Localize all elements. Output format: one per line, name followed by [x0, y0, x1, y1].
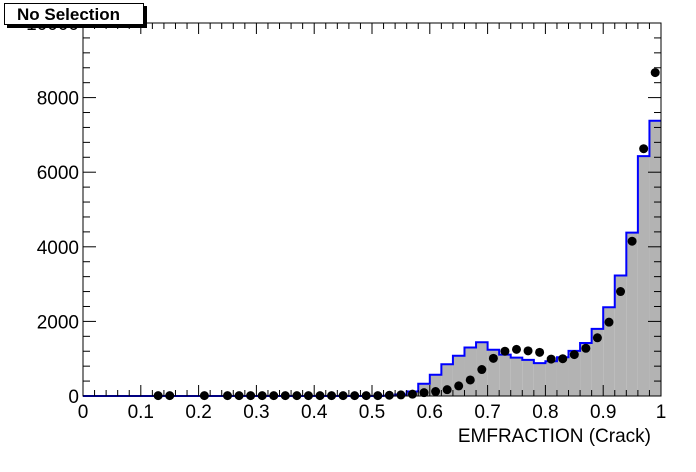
hist-bar [637, 156, 650, 396]
hist-bar [626, 232, 638, 396]
data-point [465, 375, 475, 385]
hist-bar [556, 357, 569, 396]
data-point [454, 381, 464, 391]
hist-bar [522, 359, 534, 396]
data-point [581, 343, 591, 353]
hist-bar [487, 349, 500, 396]
hist-bar [649, 120, 661, 396]
y-tick-label: 6000 [37, 163, 79, 184]
x-tick-label: 0.6 [417, 402, 443, 423]
data-point [639, 144, 649, 154]
hist-bar [429, 374, 442, 396]
y-tick-label: 2000 [37, 312, 79, 333]
data-point [396, 390, 406, 400]
data-point [442, 385, 452, 395]
data-point [535, 347, 545, 357]
x-tick-label: 1 [656, 402, 667, 423]
hist-bar [580, 343, 592, 396]
hist-bar [591, 328, 604, 396]
x-tick-label: 0.7 [474, 402, 500, 423]
data-point [558, 354, 568, 364]
data-point [604, 317, 614, 327]
x-tick-label: 0.2 [185, 402, 211, 423]
data-point [592, 333, 602, 343]
data-point [500, 346, 510, 356]
x-tick-label: 0.1 [128, 402, 154, 423]
data-point [407, 389, 417, 399]
data-point [512, 344, 521, 354]
data-point [650, 68, 660, 78]
x-tick-label: 0.4 [301, 402, 328, 423]
x-tick-label: 0.5 [359, 402, 385, 423]
hist-bar [545, 361, 557, 396]
data-point [616, 287, 626, 297]
stat-box-label: No Selection [17, 5, 120, 24]
plot-area [83, 68, 661, 401]
data-point [627, 236, 637, 246]
x-tick-label: 0 [78, 402, 89, 423]
data-point [477, 365, 487, 375]
hist-bar [441, 364, 453, 396]
data-point [546, 354, 556, 364]
x-tick-label: 0.3 [243, 402, 269, 423]
hist-bar [510, 357, 523, 396]
hist-outline [83, 119, 661, 397]
x-tick-label: 0.9 [590, 402, 616, 423]
data-point [419, 388, 429, 398]
y-tick-label: 8000 [37, 89, 79, 110]
hist-bar [499, 354, 511, 396]
data-point [488, 353, 498, 363]
x-tick-label: 0.8 [532, 402, 558, 423]
x-axis-label: EMFRACTION (Crack) [458, 426, 651, 447]
hist-bar [533, 363, 546, 396]
hist-bar [603, 307, 615, 396]
plot-frame [82, 22, 662, 397]
stat-box: No Selection [4, 3, 144, 25]
hist-bar [464, 347, 477, 396]
data-point [523, 346, 533, 356]
data-point [384, 390, 394, 400]
data-point [431, 387, 441, 397]
y-tick-label: 4000 [37, 238, 79, 259]
y-tick-label: 0 [68, 387, 79, 408]
hist-bar [568, 350, 581, 396]
data-point [569, 350, 579, 360]
hist-bar [614, 275, 627, 396]
hist-bar [452, 355, 465, 396]
